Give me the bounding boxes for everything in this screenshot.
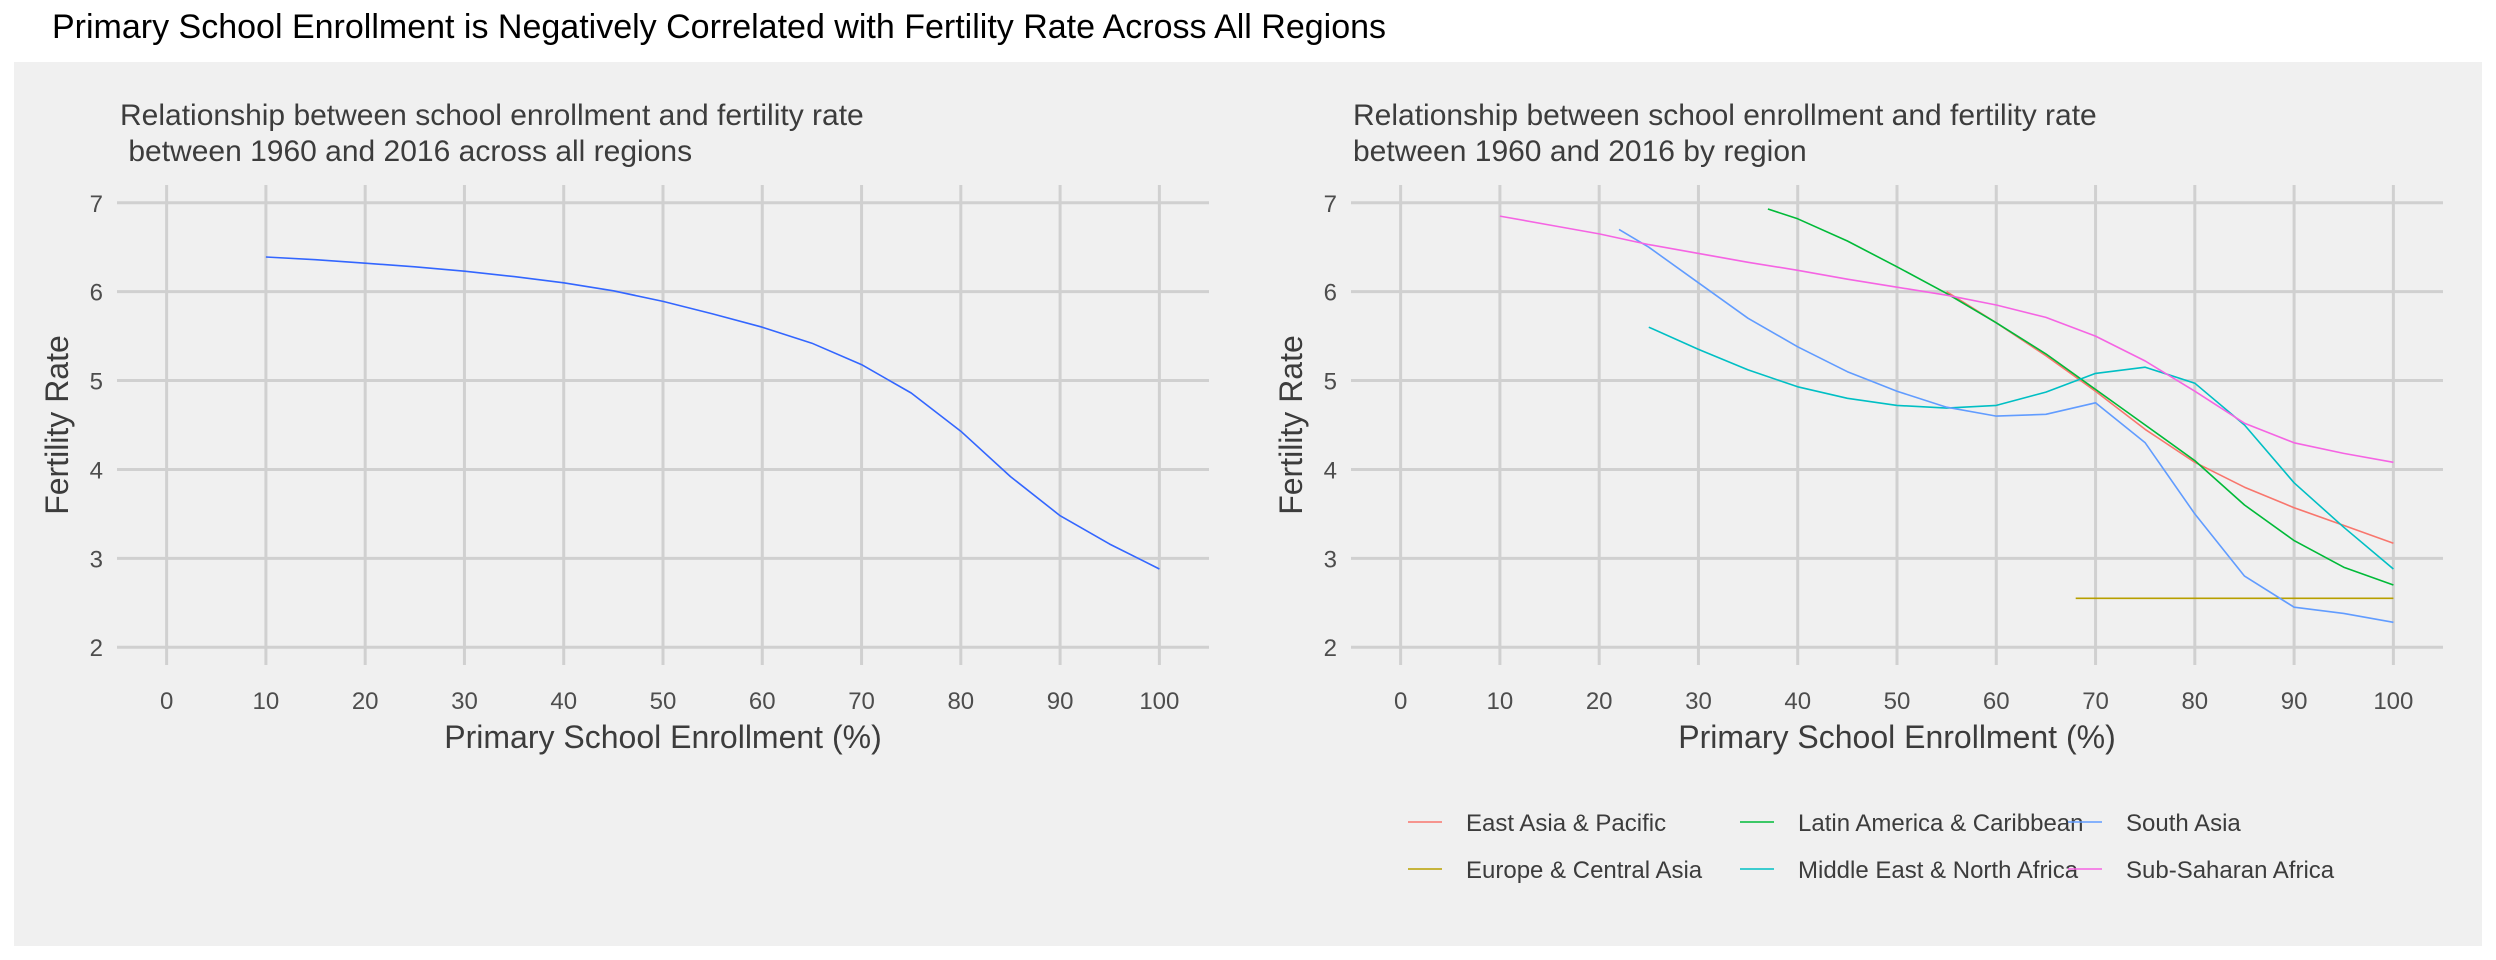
x-tick-label: 60	[749, 688, 776, 715]
x-axis-label: Primary School Enrollment (%)	[1678, 719, 2115, 755]
y-tick-label: 5	[90, 369, 103, 396]
x-tick-label: 80	[947, 688, 974, 715]
page-title: Primary School Enrollment is Negatively …	[52, 8, 1387, 46]
y-tick-label: 3	[1324, 546, 1337, 573]
series-line-south-asia	[1618, 228, 2394, 624]
x-tick-label: 0	[160, 688, 173, 715]
x-tick-label: 50	[1884, 688, 1911, 715]
y-tick-label: 7	[90, 191, 103, 218]
x-tick-label: 0	[1394, 688, 1407, 715]
x-tick-label: 90	[2281, 688, 2308, 715]
series-line-sub-saharan-africa	[1499, 215, 2394, 464]
x-tick-label: 30	[1685, 688, 1712, 715]
y-tick-label: 4	[90, 457, 103, 484]
chart-subtitle: Relationship between school enrollment a…	[1353, 99, 2097, 132]
x-tick-label: 40	[550, 688, 577, 715]
x-tick-label: 90	[1047, 688, 1074, 715]
x-tick-label: 80	[2181, 688, 2208, 715]
x-tick-label: 70	[2082, 688, 2109, 715]
legend-label-middle-east-north-africa: Middle East & North Africa	[1798, 857, 2079, 884]
x-tick-label: 30	[451, 688, 478, 715]
x-tick-label: 20	[1586, 688, 1613, 715]
chart-subtitle: between 1960 and 2016 by region	[1353, 135, 1807, 168]
plot-background	[14, 62, 2482, 946]
y-tick-label: 6	[90, 280, 103, 307]
legend-label-sub-saharan-africa: Sub-Saharan Africa	[2126, 857, 2335, 884]
x-tick-label: 40	[1784, 688, 1811, 715]
legend-label-east-asia-pacific: East Asia & Pacific	[1466, 810, 1666, 837]
x-tick-label: 20	[352, 688, 379, 715]
y-axis-label: Fertility Rate	[1273, 335, 1309, 515]
y-tick-label: 2	[90, 635, 103, 662]
x-axis-label: Primary School Enrollment (%)	[444, 719, 881, 755]
y-tick-label: 5	[1324, 369, 1337, 396]
x-tick-label: 50	[650, 688, 677, 715]
legend-label-latin-america-caribbean: Latin America & Caribbean	[1798, 810, 2084, 837]
series-line-middle-east-north-africa	[1648, 326, 2394, 570]
y-tick-label: 6	[1324, 280, 1337, 307]
y-tick-label: 3	[90, 546, 103, 573]
x-tick-label: 100	[1139, 688, 1179, 715]
x-tick-label: 10	[1487, 688, 1514, 715]
series-line	[265, 256, 1160, 570]
x-tick-label: 70	[848, 688, 875, 715]
chart-subtitle: between 1960 and 2016 across all regions	[120, 135, 692, 168]
y-axis-label: Fertility Rate	[39, 335, 75, 515]
x-tick-label: 10	[253, 688, 280, 715]
x-tick-label: 100	[2373, 688, 2413, 715]
series-line-east-asia-pacific	[1946, 291, 2394, 544]
series-line-latin-america-caribbean	[1767, 208, 2394, 586]
y-tick-label: 7	[1324, 191, 1337, 218]
legend-label-europe-central-asia: Europe & Central Asia	[1466, 857, 1703, 884]
x-tick-label: 60	[1983, 688, 2010, 715]
legend-label-south-asia: South Asia	[2126, 810, 2241, 837]
y-tick-label: 4	[1324, 457, 1337, 484]
chart-subtitle: Relationship between school enrollment a…	[120, 99, 864, 132]
y-tick-label: 2	[1324, 635, 1337, 662]
